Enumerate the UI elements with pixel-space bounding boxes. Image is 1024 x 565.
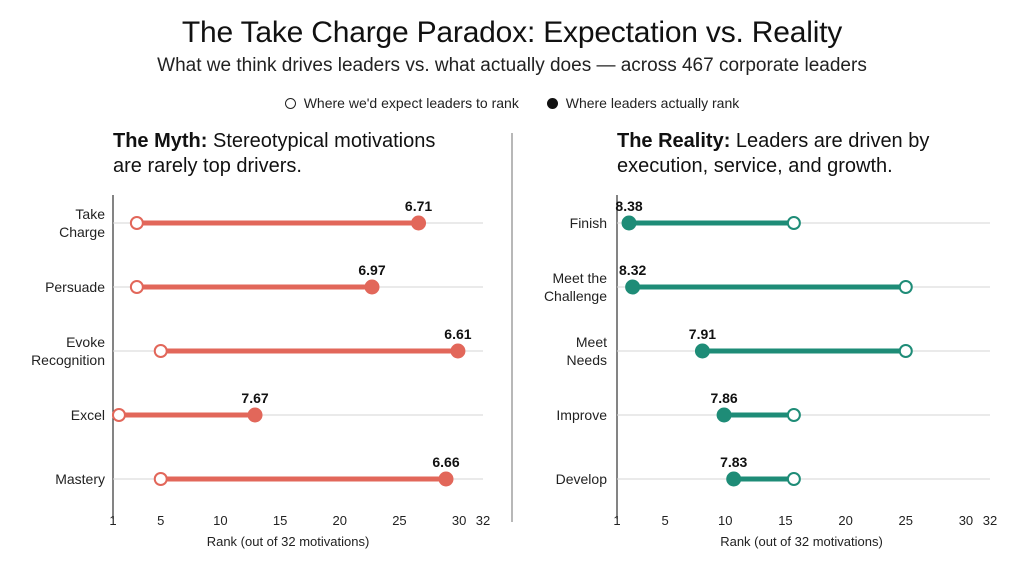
myth-expected-point [153,472,168,486]
reality-heading-line2: execution, service, and growth. [617,155,893,177]
reality-x-tick-label: 30 [959,513,973,528]
myth-x-tick-label: 10 [213,513,227,528]
reality-actual-point [694,343,710,359]
legend: Where we'd expect leaders to rank Where … [0,95,1024,112]
legend-item-actual: Where leaders actually rank [546,95,740,111]
reality-category-label: Challenge [544,288,607,304]
myth-x-tick-label: 30 [452,513,466,528]
reality-x-tick-label: 5 [662,513,669,528]
myth-x-axis-title: Rank (out of 32 motivations) [207,534,370,549]
myth-score-label: 7.67 [241,390,268,406]
reality-category-label: Develop [556,471,608,487]
myth-actual-point [411,215,427,231]
myth-expected-point [111,408,126,422]
reality-expected-point [786,472,801,486]
reality-x-tick-label: 32 [983,513,997,528]
reality-actual-point [621,215,637,231]
reality-actual-point [726,471,742,487]
reality-score-label: 7.83 [720,454,747,470]
myth-category-label: Evoke [66,334,105,350]
reality-expected-point [786,408,801,422]
myth-actual-point [364,279,380,295]
myth-heading-line2: are rarely top drivers. [113,155,302,177]
myth-x-tick-label: 1 [109,513,116,528]
myth-category-label: Recognition [31,352,105,368]
reality-category-label: Finish [570,215,607,231]
reality-category-label: Meet [576,334,607,350]
open-circle-icon [284,97,296,109]
myth-score-label: 6.71 [405,198,432,214]
reality-category-label: Improve [556,407,607,423]
myth-score-label: 6.61 [444,326,471,342]
reality-expected-point [786,216,801,230]
myth-expected-point [129,280,144,294]
myth-category-label: Excel [71,407,105,423]
reality-actual-point [625,279,641,295]
myth-x-tick-label: 15 [273,513,287,528]
reality-score-label: 7.86 [710,390,737,406]
myth-score-label: 6.97 [358,262,385,278]
reality-x-tick-label: 15 [778,513,792,528]
myth-category-label: Take [75,206,105,222]
myth-x-tick-label: 20 [333,513,347,528]
myth-actual-point [247,407,263,423]
myth-category-label: Mastery [55,471,105,487]
myth-expected-point [129,216,144,230]
myth-actual-point [438,471,454,487]
reality-x-axis-title: Rank (out of 32 motivations) [720,534,883,549]
reality-x-tick-label: 1 [613,513,620,528]
myth-heading-bold: The Myth: [113,130,208,152]
myth-x-tick-label: 32 [476,513,490,528]
reality-heading-bold: The Reality: [617,130,731,152]
reality-actual-point [716,407,732,423]
myth-heading: The Myth: Stereotypical motivations are … [113,129,435,179]
myth-heading-line1: Stereotypical motivations [207,130,436,152]
myth-x-tick-label: 5 [157,513,164,528]
myth-x-tick-label: 25 [392,513,406,528]
myth-category-label: Persuade [45,279,105,295]
reality-heading: The Reality: Leaders are driven by execu… [617,129,929,179]
legend-label-actual: Where leaders actually rank [565,95,740,111]
reality-score-label: 7.91 [689,326,716,342]
reality-score-label: 8.38 [615,198,642,214]
legend-item-expected: Where we'd expect leaders to rank [284,95,519,111]
reality-category-label: Meet the [553,270,608,286]
myth-actual-point [450,343,466,359]
reality-x-tick-label: 20 [838,513,852,528]
reality-expected-point [898,280,913,294]
reality-x-tick-label: 10 [718,513,732,528]
legend-label-expected: Where we'd expect leaders to rank [303,95,519,111]
filled-circle-icon [546,97,558,109]
myth-expected-point [153,344,168,358]
chart-title: The Take Charge Paradox: Expectation vs.… [181,16,843,49]
reality-score-label: 8.32 [619,262,646,278]
reality-expected-point [898,344,913,358]
myth-score-label: 6.66 [432,454,459,470]
reality-x-tick-label: 25 [899,513,913,528]
reality-heading-line1: Leaders are driven by [730,130,930,152]
reality-category-label: Needs [567,352,607,368]
myth-category-label: Charge [59,224,105,240]
chart-subtitle: What we think drives leaders vs. what ac… [157,55,867,76]
